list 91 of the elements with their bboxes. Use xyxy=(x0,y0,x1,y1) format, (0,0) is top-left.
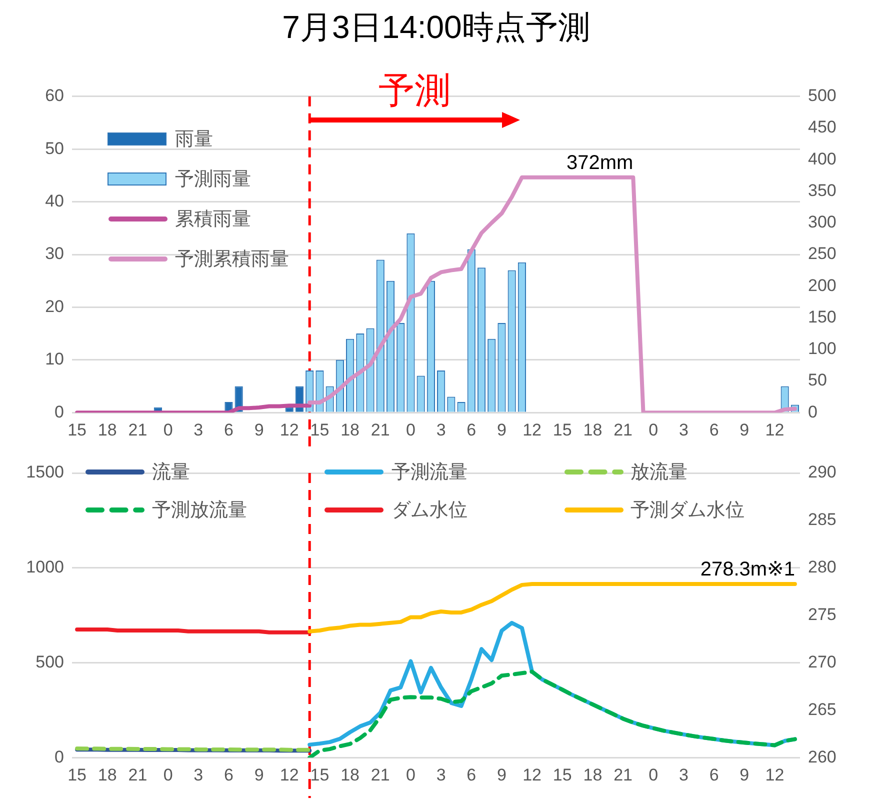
x-tick-label: 15 xyxy=(310,420,330,440)
y2-tick-label: 285 xyxy=(808,510,836,530)
y2-tick-label: 275 xyxy=(808,604,836,624)
y2-tick-label: 450 xyxy=(808,118,836,137)
x-tick-label: 6 xyxy=(224,765,234,784)
x-tick-label: 0 xyxy=(163,765,173,784)
x-tick-label: 15 xyxy=(552,420,572,440)
y2-tick-label: 400 xyxy=(808,149,836,168)
y2-tick-label: 270 xyxy=(808,652,836,672)
x-tick-label: 0 xyxy=(648,420,658,440)
x-tick-label: 6 xyxy=(709,420,719,440)
y2-tick-label: 100 xyxy=(808,339,836,358)
x-tick-label: 12 xyxy=(765,420,784,440)
y2-tick-label: 290 xyxy=(808,462,836,482)
legend-label: 累積雨量 xyxy=(175,208,251,232)
x-tick-label: 12 xyxy=(280,420,299,440)
x-tick-label: 9 xyxy=(496,765,506,784)
y2-tick-label: 280 xyxy=(808,558,836,577)
x-tick-label: 3 xyxy=(436,420,446,440)
x-tick-label: 18 xyxy=(583,765,602,784)
legend-label: 放流量 xyxy=(630,461,688,485)
x-tick-label: 15 xyxy=(310,765,330,784)
legend-label: 予測雨量 xyxy=(175,168,251,192)
x-tick-label: 6 xyxy=(466,765,476,784)
x-tick-label: 15 xyxy=(68,765,87,784)
y2-tick-label: 265 xyxy=(808,700,836,719)
y-tick-label: 30 xyxy=(45,244,64,264)
x-tick-label: 21 xyxy=(128,765,148,784)
y2-tick-label: 260 xyxy=(808,747,836,766)
x-tick-label: 21 xyxy=(370,765,390,784)
x-tick-label: 9 xyxy=(254,420,264,440)
x-tick-label: 12 xyxy=(765,765,784,784)
y-tick-label: 1500 xyxy=(26,462,64,482)
y2-tick-label: 300 xyxy=(808,212,836,232)
y-tick-label: 0 xyxy=(54,402,64,422)
x-tick-label: 15 xyxy=(552,765,572,784)
x-tick-label: 21 xyxy=(614,420,633,440)
x-tick-label: 9 xyxy=(254,765,264,784)
x-tick-label: 9 xyxy=(740,420,750,440)
x-tick-label: 0 xyxy=(406,420,416,440)
x-tick-label: 18 xyxy=(583,420,602,440)
y2-tick-label: 350 xyxy=(808,180,836,200)
legend-label: 予測ダム水位 xyxy=(630,499,745,523)
x-tick-label: 0 xyxy=(648,765,658,784)
legend-label: ダム水位 xyxy=(391,499,468,523)
x-tick-label: 18 xyxy=(98,765,117,784)
y-tick-label: 10 xyxy=(45,350,64,369)
y-tick-label: 60 xyxy=(45,86,64,106)
y-tick-label: 20 xyxy=(45,296,64,316)
x-tick-label: 18 xyxy=(340,420,360,440)
x-tick-label: 12 xyxy=(522,420,542,440)
x-tick-label: 6 xyxy=(709,765,719,784)
x-tick-label: 18 xyxy=(340,765,360,784)
x-tick-label: 21 xyxy=(614,765,633,784)
x-tick-label: 9 xyxy=(740,765,750,784)
y2-tick-label: 500 xyxy=(808,86,836,106)
annotation: 278.3m※1 xyxy=(700,558,795,581)
legend-label: 予測累積雨量 xyxy=(175,248,289,272)
y2-tick-label: 200 xyxy=(808,276,836,295)
chart-title: 7月3日14:00時点予測 xyxy=(282,9,590,46)
x-tick-label: 12 xyxy=(280,765,299,784)
x-tick-label: 3 xyxy=(678,765,688,784)
legend-label: 予測放流量 xyxy=(152,499,247,523)
x-tick-label: 6 xyxy=(224,420,234,440)
x-tick-label: 3 xyxy=(678,420,688,440)
legend-label: 雨量 xyxy=(175,128,213,152)
legend-label: 予測流量 xyxy=(391,461,468,485)
legend-label: 流量 xyxy=(152,461,190,485)
x-tick-label: 3 xyxy=(194,420,204,440)
x-tick-label: 12 xyxy=(522,765,542,784)
x-tick-label: 0 xyxy=(163,420,173,440)
x-tick-label: 0 xyxy=(406,765,416,784)
x-tick-label: 6 xyxy=(466,420,476,440)
ref-line-label: 予測 xyxy=(378,69,451,110)
x-tick-label: 3 xyxy=(436,765,446,784)
annotation: 372mm xyxy=(566,152,634,174)
y2-tick-label: 0 xyxy=(808,402,818,422)
y2-tick-label: 150 xyxy=(808,307,836,326)
y-tick-label: 0 xyxy=(54,747,64,766)
x-tick-label: 9 xyxy=(496,420,506,440)
y2-tick-label: 250 xyxy=(808,244,836,264)
x-tick-label: 21 xyxy=(128,420,148,440)
y-tick-label: 50 xyxy=(45,138,64,158)
x-tick-label: 18 xyxy=(98,420,117,440)
y-tick-label: 40 xyxy=(45,191,64,210)
y2-tick-label: 50 xyxy=(808,370,827,390)
x-tick-label: 15 xyxy=(68,420,87,440)
x-tick-label: 3 xyxy=(194,765,204,784)
y-tick-label: 500 xyxy=(36,652,64,672)
y-tick-label: 1000 xyxy=(26,558,64,577)
x-tick-label: 21 xyxy=(370,420,390,440)
